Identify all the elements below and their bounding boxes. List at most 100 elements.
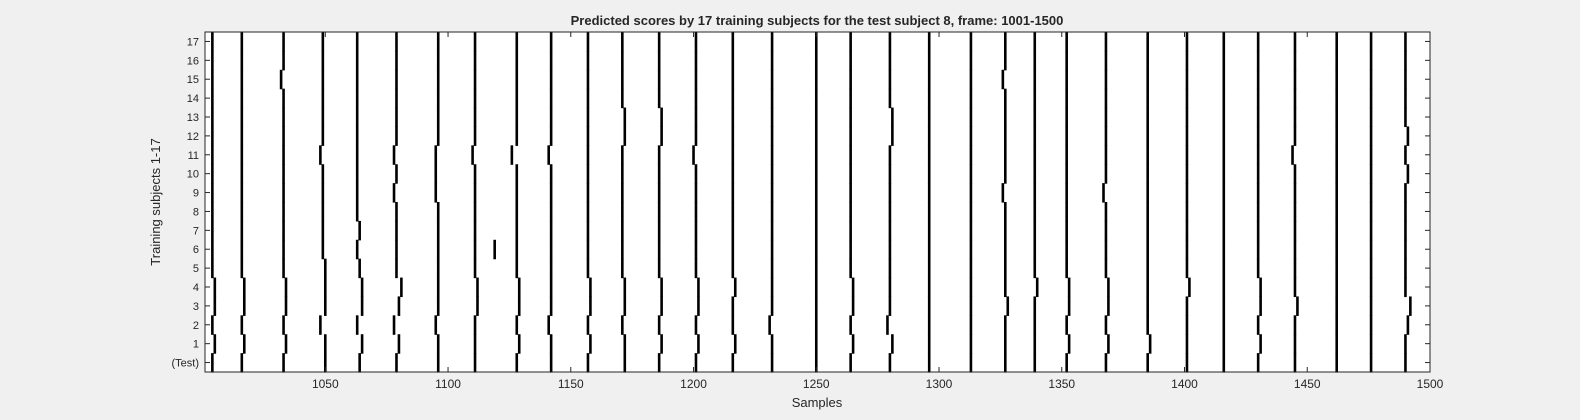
y-tick-label: 12 [187, 131, 199, 143]
event-mark [1185, 183, 1189, 203]
event-mark [1185, 239, 1189, 260]
event-mark [770, 183, 774, 203]
event-mark [969, 353, 973, 373]
event-mark [1404, 353, 1407, 373]
event-mark [282, 239, 285, 260]
event-mark [284, 296, 288, 316]
event-mark [697, 296, 700, 316]
event-mark [211, 183, 214, 203]
event-mark [323, 296, 327, 316]
event-mark [770, 88, 774, 109]
event-mark [969, 296, 973, 316]
event-mark [731, 202, 735, 222]
event-mark [623, 126, 627, 146]
event-mark [814, 220, 818, 241]
x-tick-label: 1350 [1048, 377, 1075, 391]
event-mark [731, 239, 735, 260]
event-mark [888, 69, 892, 90]
event-mark [240, 88, 244, 109]
event-mark [927, 258, 931, 279]
event-mark [395, 126, 398, 146]
event-mark [1004, 220, 1007, 241]
event-mark [242, 277, 246, 298]
event-mark [770, 296, 774, 316]
event-mark [282, 353, 285, 373]
event-mark [360, 296, 364, 316]
event-mark [1406, 164, 1410, 184]
event-mark [849, 220, 852, 241]
event-mark [621, 183, 624, 203]
event-mark [1335, 164, 1339, 184]
event-mark [849, 32, 852, 52]
event-mark [621, 50, 624, 71]
plot-frame [204, 31, 1431, 373]
event-mark [282, 183, 285, 203]
event-mark [694, 107, 698, 128]
event-mark [1293, 202, 1297, 222]
event-mark [969, 277, 973, 298]
event-mark [319, 145, 322, 165]
event-mark [549, 353, 553, 373]
event-mark [395, 50, 398, 71]
event-mark [1222, 353, 1226, 373]
event-mark [1256, 239, 1260, 260]
event-mark [731, 258, 735, 279]
event-mark [770, 353, 774, 373]
event-mark [473, 353, 477, 373]
x-tick-label: 1450 [1294, 377, 1321, 391]
event-mark [586, 202, 590, 222]
event-mark [1001, 69, 1005, 90]
event-mark [1256, 32, 1260, 52]
event-mark [471, 145, 474, 165]
event-mark [240, 315, 244, 335]
event-mark [1104, 145, 1108, 165]
event-mark [242, 296, 246, 316]
event-mark [768, 315, 771, 335]
event-mark [697, 277, 700, 298]
event-mark [849, 88, 852, 109]
event-mark [211, 32, 214, 52]
event-mark [657, 32, 661, 52]
event-mark [1404, 220, 1407, 241]
y-tick-label: 13 [187, 112, 199, 124]
event-mark [515, 126, 519, 146]
y-tick-label: 14 [187, 93, 199, 105]
event-mark [1369, 315, 1373, 335]
event-mark [697, 334, 700, 354]
event-mark [1065, 239, 1068, 260]
event-mark [355, 164, 359, 184]
event-mark [1033, 69, 1037, 90]
event-mark [1004, 334, 1007, 354]
event-mark [1369, 277, 1373, 298]
event-mark [321, 107, 325, 128]
event-mark [731, 183, 735, 203]
event-mark [657, 353, 661, 373]
event-mark [851, 334, 855, 354]
event-mark [1369, 88, 1373, 109]
event-mark [586, 258, 590, 279]
event-mark [515, 353, 519, 373]
x-tick-label: 1500 [1417, 377, 1444, 391]
event-mark [282, 164, 285, 184]
event-mark [1033, 107, 1037, 128]
event-mark [927, 32, 931, 52]
event-mark [927, 277, 931, 298]
event-mark [395, 258, 398, 279]
event-mark [211, 220, 214, 241]
event-mark [731, 126, 735, 146]
event-mark [891, 107, 894, 128]
event-mark [1222, 32, 1226, 52]
event-mark [1256, 183, 1260, 203]
event-mark [814, 353, 818, 373]
event-mark [1065, 88, 1068, 109]
event-mark [770, 50, 774, 71]
event-mark [657, 220, 661, 241]
event-mark [473, 315, 477, 335]
event-mark [621, 202, 624, 222]
event-mark [1107, 277, 1110, 298]
event-mark [731, 164, 735, 184]
event-mark [1104, 164, 1108, 184]
event-mark [323, 353, 327, 373]
event-mark [1293, 32, 1297, 52]
event-mark [660, 126, 663, 146]
